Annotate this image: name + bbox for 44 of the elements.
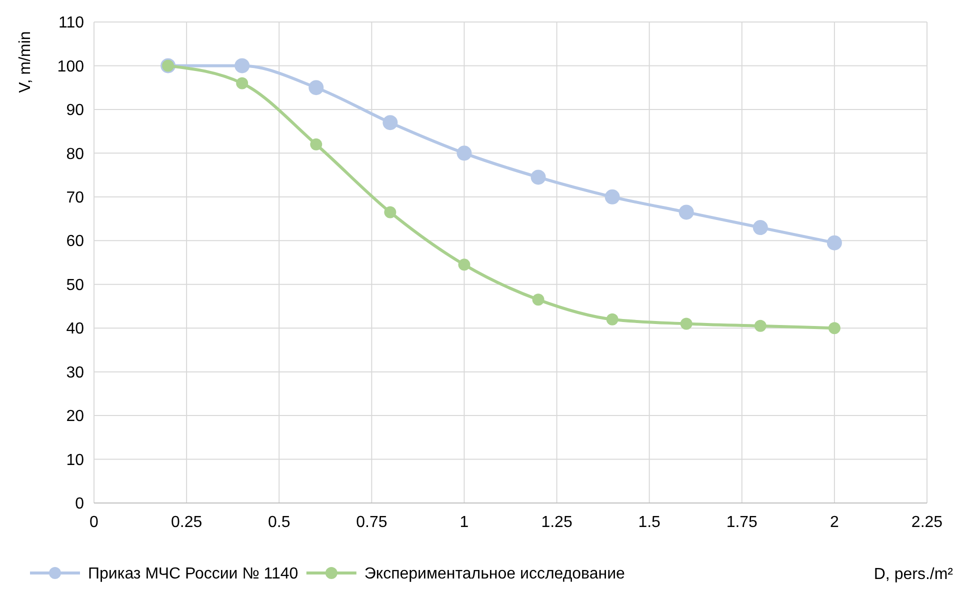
point [310,138,322,150]
y-tick-label: 90 [66,102,84,120]
legend-label: Экспериментальное исследование [364,566,626,583]
x-tick-label: 0 [90,514,99,531]
point [308,80,324,96]
y-tick-label: 70 [66,190,84,207]
legend-label: Приказ МЧС России № 1140 [88,566,298,583]
y-tick-label: 20 [66,408,84,426]
point [752,220,768,236]
point [384,206,396,218]
x-tick-label: 2.25 [911,514,943,531]
y-tick-label: 40 [66,320,84,338]
point [754,320,766,332]
point [828,322,840,334]
x-tick-label: 0.5 [268,514,290,531]
y-tick-label: 100 [57,58,84,76]
y-tick-label: 0 [75,496,84,513]
x-tick-label: 2 [830,514,839,531]
x-tick-label: 0.75 [356,514,388,531]
x-axis-title: D, pers./m² [874,566,954,583]
x-tick-label: 1.75 [726,514,758,531]
point [604,189,620,204]
x-tick-label: 1 [460,514,469,531]
y-tick-label: 60 [66,233,84,250]
point [532,294,544,306]
point [236,77,248,90]
point [456,146,472,161]
point [678,204,694,220]
x-tick-label: 0.25 [170,514,202,531]
y-tick-label: 30 [66,364,84,382]
y-axis-title: V, m/min [17,31,34,93]
point [826,235,842,250]
point [382,115,398,130]
point [680,318,692,330]
x-tick-label: 1.5 [638,514,661,531]
point [606,313,618,326]
y-tick-label: 110 [58,14,84,32]
point [234,58,250,74]
y-tick-label: 50 [66,276,84,294]
y-tick-label: 80 [66,146,84,163]
y-tick-label: 10 [66,452,84,469]
point [458,258,470,271]
point [530,170,546,185]
x-tick-label: 1.25 [541,514,572,531]
